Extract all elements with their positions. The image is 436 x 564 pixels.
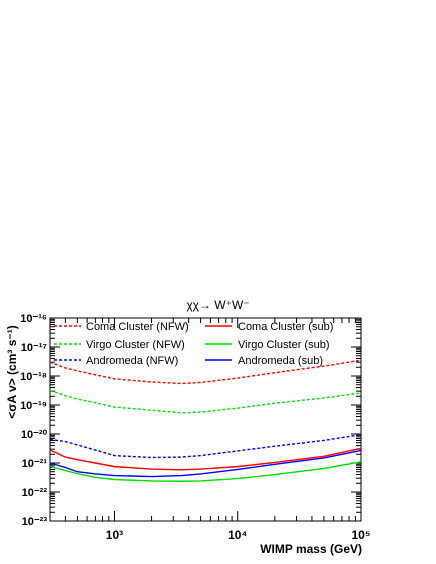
y-tick-label: 10⁻²¹ — [22, 458, 48, 470]
series-line-coma-cluster-sub — [49, 447, 362, 471]
legend-label-andromeda-nfw: Andromeda (NFW) — [86, 355, 178, 367]
legend-label-virgo-cluster-sub: Virgo Cluster (sub) — [238, 339, 330, 351]
y-tick-label: 10⁻²² — [22, 487, 48, 499]
series-line-andromeda-nfw — [49, 433, 362, 459]
axes: 10³ 10⁴ 10⁵ 10⁻²³ 10⁻²² 10⁻²¹ 10⁻²⁰ 10⁻¹⁹ 10⁻¹⁸ 1… — [20, 313, 370, 542]
x-tick-label: 10⁴ — [228, 528, 247, 542]
y-tick-label: 10⁻²⁰ — [21, 429, 48, 441]
y-tick-label: 10⁻¹⁷ — [21, 342, 48, 354]
y-tick-label: 10⁻¹⁶ — [20, 313, 47, 325]
x-axis-title: WIMP mass (GeV) — [260, 542, 362, 556]
series-line-virgo-cluster-sub — [49, 461, 362, 482]
legend-label-coma-cluster-nfw: Coma Cluster (NFW) — [86, 321, 189, 333]
legend-label-virgo-cluster-nfw: Virgo Cluster (NFW) — [86, 339, 185, 351]
x-tick-label: 10⁵ — [352, 528, 371, 542]
x-tick-label: 10³ — [106, 528, 123, 542]
plot-frame — [49, 317, 362, 522]
series-line-coma-cluster-nfw — [49, 359, 362, 385]
y-tick-label: 10⁻¹⁸ — [20, 371, 47, 383]
plot-area — [49, 359, 362, 482]
y-axis-title: <σA v> (cm³ s⁻¹) — [5, 325, 19, 418]
legend: Coma Cluster (NFW) Virgo Cluster (NFW) And… — [54, 321, 333, 367]
legend-label-andromeda-sub: Andromeda (sub) — [238, 355, 323, 367]
chart-title: χχ→ W⁺W⁻ — [186, 298, 249, 312]
series-line-andromeda-sub — [49, 449, 362, 478]
y-tick-label: 10⁻²³ — [22, 516, 48, 528]
y-tick-label: 10⁻¹⁹ — [20, 400, 47, 412]
series-line-virgo-cluster-nfw — [49, 389, 362, 414]
legend-label-coma-cluster-sub: Coma Cluster (sub) — [238, 321, 333, 333]
